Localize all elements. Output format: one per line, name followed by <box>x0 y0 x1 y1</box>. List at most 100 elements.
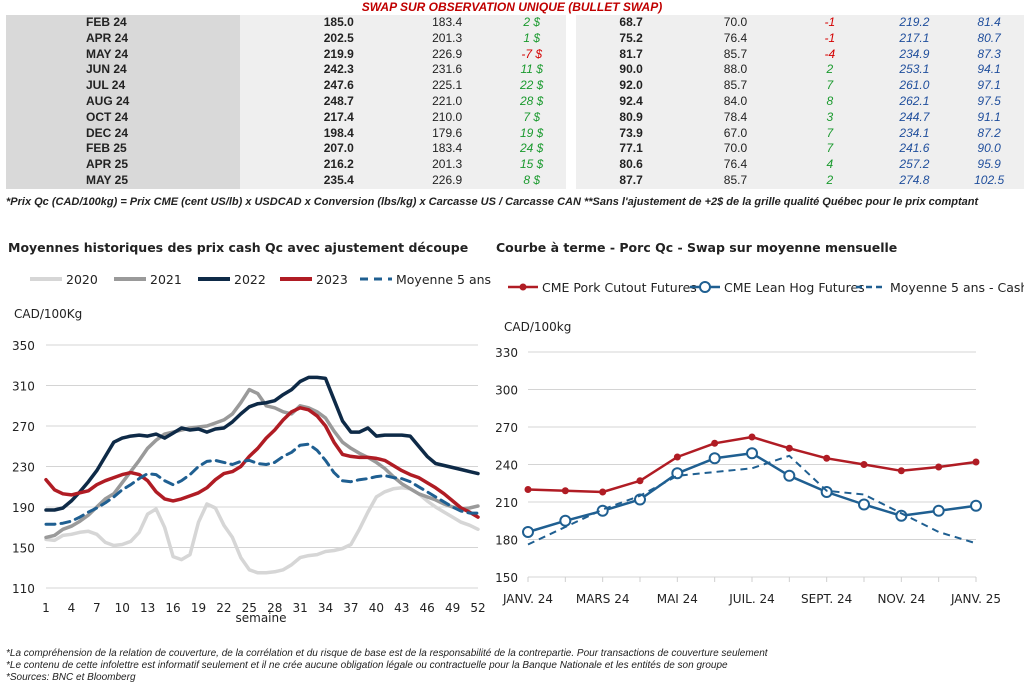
y-tick-label: 310 <box>12 380 35 394</box>
x-tick-label: 31 <box>292 601 307 615</box>
cell-g: 241.6 <box>874 141 955 158</box>
cell-a: 219.9 <box>240 46 398 63</box>
footnote-3: *Sources: BNC et Bloomberg <box>6 672 136 683</box>
table-row: JUL 24 247.6 225.1 22 $ 92.0 85.7 7 261.0 97.1 <box>6 78 1024 94</box>
data-point <box>895 509 908 522</box>
data-point <box>823 454 831 462</box>
cell-e: 70.0 <box>685 141 786 158</box>
y-tick-label: 150 <box>12 542 35 556</box>
cell-h: 97.5 <box>954 93 1024 110</box>
series-line-2022 <box>44 375 480 512</box>
data-point <box>972 458 980 466</box>
data-point <box>673 453 681 461</box>
cell-month: OCT 24 <box>6 109 241 126</box>
cell-f: 2 <box>785 62 875 79</box>
x-tick-label: 4 <box>68 601 76 615</box>
cell-gap <box>566 30 577 47</box>
data-point <box>897 467 905 475</box>
cell-c: 8 $ <box>496 172 567 189</box>
cell-d: 87.7 <box>576 172 686 189</box>
table-row: FEB 24 185.0 183.4 2 $ 68.7 70.0 -1 219.2 81.4 <box>6 15 1024 31</box>
data-point <box>559 514 572 527</box>
cell-h: 81.4 <box>954 15 1024 31</box>
cell-gap <box>566 109 577 126</box>
cell-g: 234.1 <box>874 125 955 142</box>
x-tick-label: NOV. 24 <box>877 592 925 606</box>
cell-e: 70.0 <box>685 15 786 31</box>
cell-gap <box>566 141 577 158</box>
footnotes: *La compréhension de la relation de couv… <box>6 648 768 684</box>
x-tick-label: 40 <box>369 601 384 615</box>
y-tick-label: 240 <box>495 459 518 473</box>
cell-d: 80.9 <box>576 109 686 126</box>
cell-month: DEC 24 <box>6 125 241 142</box>
data-point <box>858 498 870 511</box>
data-point <box>860 461 868 468</box>
y-tick-label: 150 <box>495 571 518 585</box>
cell-month: JUN 24 <box>6 62 241 79</box>
cell-g: 234.9 <box>874 46 955 63</box>
cell-month: FEB 24 <box>6 15 241 31</box>
legend-label: 2023 <box>316 272 348 287</box>
table-row: DEC 24 198.4 179.6 19 $ 73.9 67.0 7 234.1 87.2 <box>6 125 1024 142</box>
table-row: APR 24 202.5 201.3 1 $ 75.2 76.4 -1 217.1 80.7 <box>6 30 1024 47</box>
y-tick-label: 350 <box>12 339 35 353</box>
data-point <box>634 493 646 506</box>
legend-label: Moyenne 5 ans - Cash <box>890 280 1024 295</box>
y-tick-label: 210 <box>495 496 518 510</box>
cell-e: 85.7 <box>685 172 786 189</box>
cell-month: MAY 25 <box>6 172 241 189</box>
cell-f: 7 <box>785 141 875 158</box>
x-tick-label: 7 <box>93 601 101 615</box>
legend-label: CME Pork Cutout Futures <box>542 280 697 295</box>
cell-c: 11 $ <box>496 62 567 79</box>
cell-gap <box>566 15 577 31</box>
legend-label: CME Lean Hog Futures <box>724 280 865 295</box>
legend-label: 2020 <box>66 272 98 287</box>
cell-b: 225.1 <box>397 78 497 94</box>
cell-a: 216.2 <box>240 157 398 173</box>
cell-g: 253.1 <box>874 62 955 79</box>
data-point <box>524 486 532 493</box>
cell-g: 219.2 <box>874 15 955 31</box>
legend-label: 2021 <box>150 272 182 287</box>
x-tick-label: 43 <box>394 601 409 615</box>
cell-d: 81.7 <box>576 46 686 63</box>
cell-h: 91.1 <box>954 109 1024 126</box>
cell-f: -4 <box>785 46 875 63</box>
cell-b: 179.6 <box>397 125 497 142</box>
legend-label: 2022 <box>234 272 266 287</box>
data-point <box>599 488 607 496</box>
cell-a: 235.4 <box>240 172 398 189</box>
cell-f: -1 <box>785 30 875 47</box>
cell-f: 8 <box>785 93 875 110</box>
cell-gap <box>566 78 577 94</box>
data-point <box>561 487 569 495</box>
y-tick-label: 270 <box>12 420 35 434</box>
data-point <box>746 447 758 460</box>
cell-e: 76.4 <box>685 157 786 173</box>
chart-left-title: Moyennes historiques des prix cash Qc av… <box>8 240 469 255</box>
series-line-2020 <box>44 486 480 575</box>
cell-f: 4 <box>785 157 875 173</box>
x-tick-label: 22 <box>216 601 231 615</box>
cell-a: 247.6 <box>240 78 398 94</box>
cell-month: APR 24 <box>6 30 241 47</box>
data-point <box>522 526 534 538</box>
legend-marker <box>519 283 527 291</box>
cell-c: 24 $ <box>496 141 567 158</box>
data-point <box>708 452 721 465</box>
series-line-2023 <box>44 406 480 519</box>
cell-e: 85.7 <box>685 78 786 94</box>
cell-c: 19 $ <box>496 125 567 142</box>
x-tick-label: JANV. 25 <box>950 592 1001 606</box>
x-tick-label: MARS 24 <box>576 592 630 606</box>
cell-gap <box>566 172 577 189</box>
x-tick-label: 37 <box>343 601 358 615</box>
cell-g: 244.7 <box>874 109 955 126</box>
cell-a: 185.0 <box>240 15 398 31</box>
legend-label: Moyenne 5 ans <box>396 272 491 287</box>
cell-b: 226.9 <box>397 46 497 63</box>
cell-e: 84.0 <box>685 93 786 110</box>
